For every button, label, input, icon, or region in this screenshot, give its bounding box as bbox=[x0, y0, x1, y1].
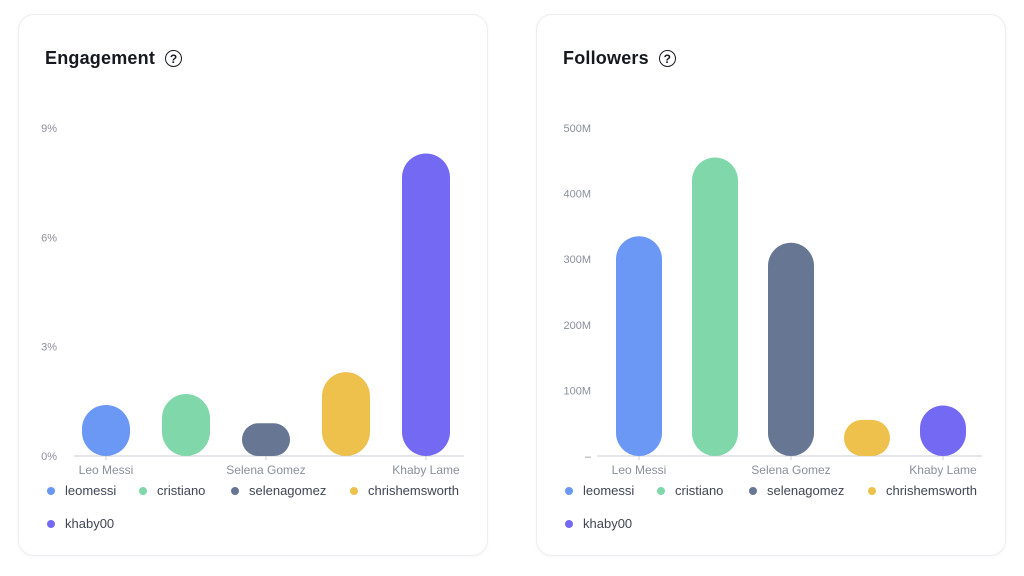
y-tick-label: 300M bbox=[563, 254, 591, 266]
y-tick-label: 9% bbox=[41, 123, 57, 135]
bar-chrishemsworth[interactable] bbox=[322, 372, 370, 456]
legend-dot-icon bbox=[47, 486, 55, 495]
y-tick-label: 0% bbox=[41, 451, 57, 463]
legend-label: khaby00 bbox=[65, 516, 115, 531]
x-tick-label: Leo Messi bbox=[612, 463, 667, 477]
bar-chrishemsworth[interactable] bbox=[844, 419, 890, 456]
x-tick-label: Khaby Lame bbox=[909, 463, 977, 477]
legend-item-chrishemsworth[interactable]: chrishemsworth bbox=[868, 482, 995, 499]
legend-label: leomessi bbox=[65, 483, 117, 498]
engagement-header: Engagement ? bbox=[45, 48, 183, 69]
y-tick-label: – bbox=[585, 451, 592, 463]
y-tick-label: 500M bbox=[563, 123, 591, 135]
bar-leomessi[interactable] bbox=[82, 404, 130, 456]
x-tick-label: Leo Messi bbox=[79, 463, 134, 477]
legend-dot-icon bbox=[565, 486, 573, 495]
legend-label: khaby00 bbox=[583, 516, 633, 531]
followers-title: Followers bbox=[563, 48, 649, 68]
question-circle-icon[interactable]: ? bbox=[165, 50, 183, 67]
x-tick-label: Khaby Lame bbox=[392, 463, 460, 477]
y-tick-label: 100M bbox=[563, 385, 591, 397]
legend-label: selenagomez bbox=[249, 483, 327, 498]
legend-item-leomessi[interactable]: leomessi bbox=[565, 482, 657, 499]
legend-item-khaby00[interactable]: khaby00 bbox=[565, 515, 632, 532]
legend-item-leomessi[interactable]: leomessi bbox=[47, 482, 139, 499]
legend-dot-icon bbox=[749, 486, 757, 495]
legend-item-selenagomez[interactable]: selenagomez bbox=[749, 482, 868, 499]
legend-label: leomessi bbox=[583, 483, 635, 498]
x-tick-label: Selena Gomez bbox=[751, 463, 830, 477]
bar-cristiano[interactable] bbox=[692, 157, 738, 456]
legend-label: cristiano bbox=[157, 483, 206, 498]
legend-item-selenagomez[interactable]: selenagomez bbox=[231, 482, 350, 499]
bar-khaby00[interactable] bbox=[402, 153, 450, 456]
legend-item-cristiano[interactable]: cristiano bbox=[657, 482, 749, 499]
followers-chart: – 100M 200M 300M 400M 500M Leo Messi Selena Gom… bbox=[563, 123, 982, 477]
y-tick-label: 400M bbox=[563, 189, 591, 201]
followers-card: Followers ? – 100M 200M 300M 400M 500M Leo Mes… bbox=[536, 14, 1006, 556]
bar-selenagomez[interactable] bbox=[242, 423, 290, 456]
followers-header: Followers ? bbox=[563, 48, 676, 69]
bar-cristiano[interactable] bbox=[162, 394, 210, 456]
engagement-legend: leomessi cristiano selenagomez chrishemswor… bbox=[47, 482, 477, 532]
legend-dot-icon bbox=[139, 486, 147, 495]
engagement-chart: 0% 3% 6% 9% Leo Messi Selena Gomez Khaby Lame bbox=[41, 123, 464, 477]
engagement-card: Engagement ? 0% 3% 6% 9% Leo Messi Selena Gom… bbox=[18, 14, 488, 556]
x-tick-label: Selena Gomez bbox=[226, 463, 305, 477]
legend-dot-icon bbox=[868, 486, 876, 495]
legend-item-khaby00[interactable]: khaby00 bbox=[47, 515, 114, 532]
bar-leomessi[interactable] bbox=[616, 236, 662, 456]
y-tick-label: 200M bbox=[563, 320, 591, 332]
legend-dot-icon bbox=[657, 486, 665, 495]
engagement-title: Engagement bbox=[45, 48, 156, 68]
y-tick-label: 3% bbox=[41, 342, 57, 354]
question-circle-icon[interactable]: ? bbox=[658, 50, 676, 67]
legend-dot-icon bbox=[350, 486, 358, 495]
legend-label: cristiano bbox=[675, 483, 724, 498]
legend-item-cristiano[interactable]: cristiano bbox=[139, 482, 231, 499]
legend-dot-icon bbox=[565, 519, 573, 528]
legend-label: chrishemsworth bbox=[368, 483, 460, 498]
legend-dot-icon bbox=[47, 519, 55, 528]
followers-legend: leomessi cristiano selenagomez chrishemswor… bbox=[565, 482, 995, 532]
legend-dot-icon bbox=[231, 486, 239, 495]
bar-selenagomez[interactable] bbox=[768, 242, 814, 456]
legend-label: chrishemsworth bbox=[886, 483, 978, 498]
legend-item-chrishemsworth[interactable]: chrishemsworth bbox=[350, 482, 477, 499]
legend-label: selenagomez bbox=[767, 483, 845, 498]
y-tick-label: 6% bbox=[41, 232, 57, 244]
bar-khaby00[interactable] bbox=[920, 405, 966, 456]
